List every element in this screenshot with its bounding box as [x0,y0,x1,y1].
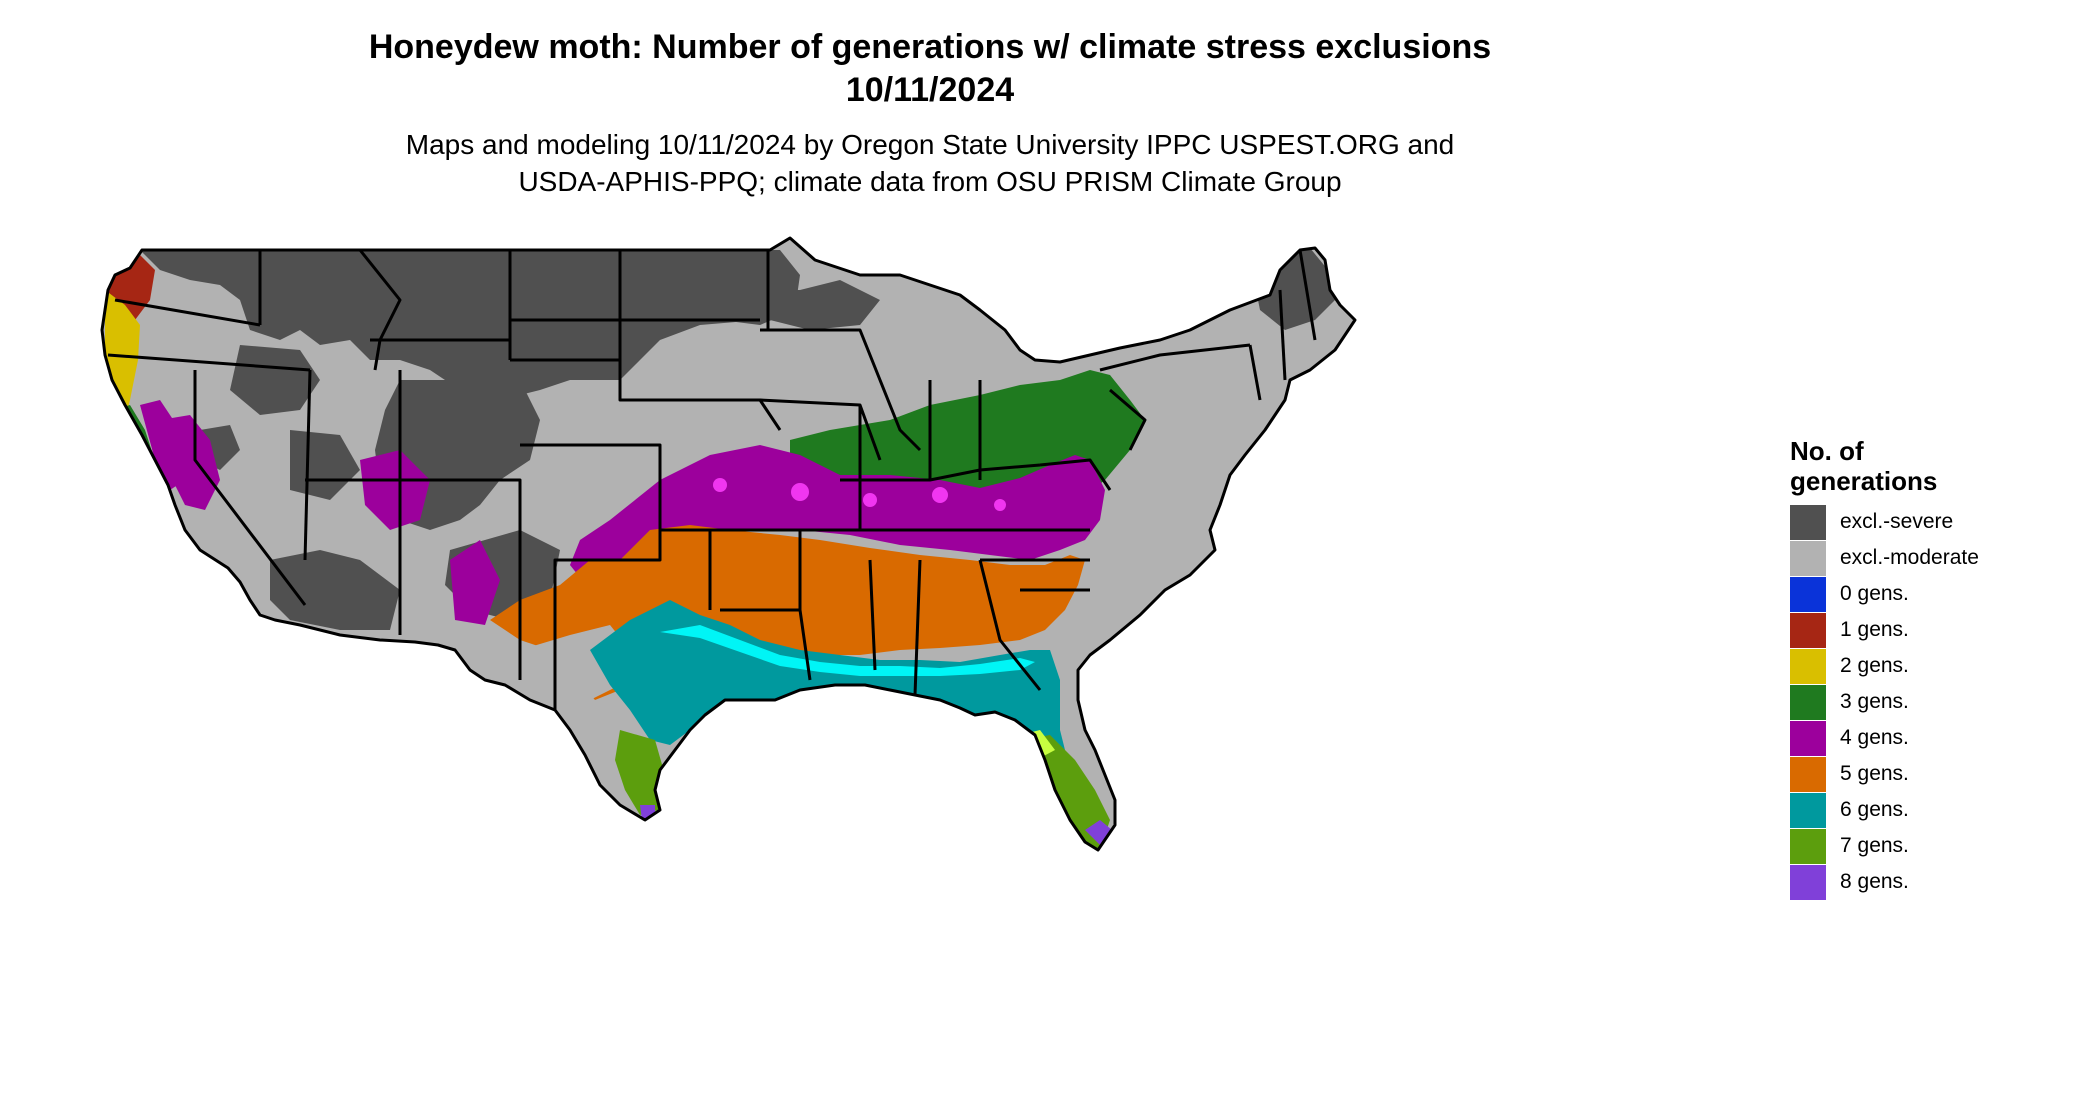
legend-swatch [1790,720,1826,756]
legend-swatch [1790,648,1826,684]
legend-title-line2: generations [1790,466,1938,496]
legend-label: excl.-severe [1840,510,1954,533]
legend-item: 8 gens. [1790,864,1979,900]
legend-item: 1 gens. [1790,612,1979,648]
legend-item: 7 gens. [1790,828,1979,864]
legend-label: excl.-moderate [1840,546,1979,569]
legend-swatch [1790,540,1826,576]
legend-label: 4 gens. [1840,726,1909,749]
legend-item: excl.-moderate [1790,540,1979,576]
legend-item: excl.-severe [1790,504,1979,540]
map-credit-line2: USDA-APHIS-PPQ; climate data from OSU PR… [518,166,1342,197]
legend-label: 6 gens. [1840,798,1909,821]
us-generations-map [100,236,1357,852]
legend-swatch [1790,612,1826,648]
legend-label: 8 gens. [1840,870,1909,893]
legend-label: 3 gens. [1840,690,1909,713]
legend-swatch [1790,684,1826,720]
legend-swatch [1790,504,1826,540]
legend-swatch [1790,756,1826,792]
legend-item: 3 gens. [1790,684,1979,720]
map-credit-line1: Maps and modeling 10/11/2024 by Oregon S… [405,129,1455,160]
legend: No. of generations excl.-severe excl.-mod… [1790,436,1979,900]
legend-item: 0 gens. [1790,576,1979,612]
legend-item: 6 gens. [1790,792,1979,828]
legend-title: No. of generations [1790,436,1979,496]
legend-swatch [1790,828,1826,864]
legend-label: 2 gens. [1840,654,1909,677]
legend-swatch [1790,576,1826,612]
legend-label: 1 gens. [1840,618,1909,641]
legend-label: 5 gens. [1840,762,1909,785]
legend-item: 4 gens. [1790,720,1979,756]
legend-swatch [1790,792,1826,828]
legend-swatch [1790,864,1826,900]
legend-label: 7 gens. [1840,834,1909,857]
legend-item: 2 gens. [1790,648,1979,684]
map-title: Honeydew moth: Number of generations w/ … [368,28,1492,66]
legend-title-line1: No. of [1790,436,1864,466]
legend-item: 5 gens. [1790,756,1979,792]
legend-label: 0 gens. [1840,582,1909,605]
map-date: 10/11/2024 [845,71,1015,109]
legend-items: excl.-severe excl.-moderate 0 gens. 1 gens.… [1790,504,1979,900]
